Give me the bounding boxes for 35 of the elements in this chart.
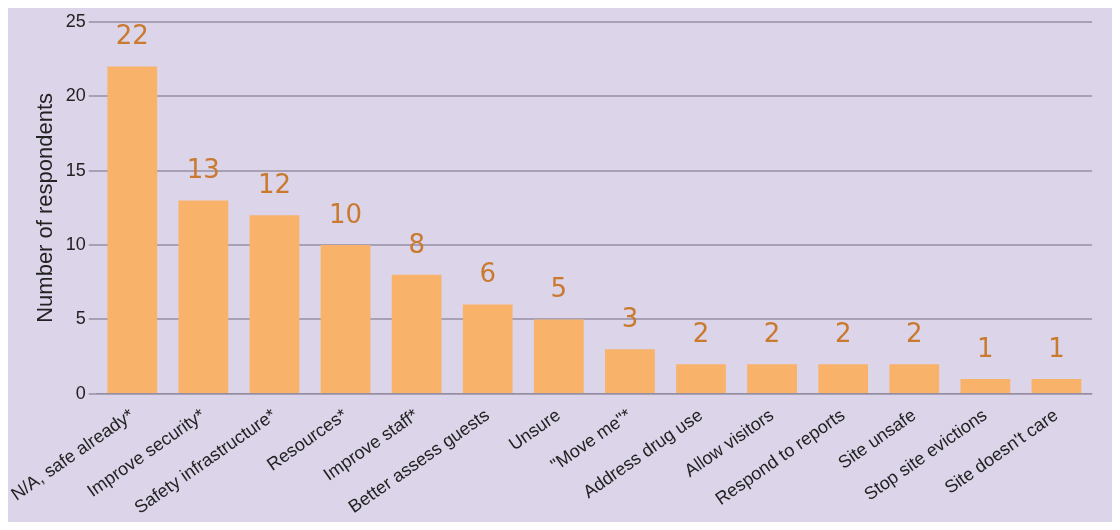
y-tick-label: 25 (65, 10, 86, 31)
bar (320, 245, 371, 393)
data-label: 3 (621, 303, 639, 333)
data-label: 2 (906, 317, 923, 348)
bar (391, 274, 442, 393)
y-tick-label: 5 (75, 308, 86, 329)
bar (107, 66, 158, 393)
y-axis-title: Number of respondents (31, 92, 57, 323)
bar (178, 200, 229, 393)
y-tick-label: 10 (65, 234, 86, 255)
y-tick-label: 0 (75, 382, 86, 403)
data-label: 6 (479, 258, 497, 289)
data-label: 10 (329, 198, 363, 229)
data-label: 1 (1048, 332, 1065, 363)
data-label: 13 (186, 154, 220, 185)
data-label: 8 (408, 228, 425, 259)
y-tick-label: 20 (65, 85, 86, 106)
bar (533, 319, 584, 393)
bar (818, 364, 869, 393)
data-label: 12 (257, 169, 292, 200)
bar (747, 364, 797, 393)
y-tick-label: 15 (65, 159, 86, 180)
bar (605, 349, 655, 393)
data-label: 2 (763, 317, 781, 348)
data-label: 22 (115, 20, 149, 51)
data-label: 5 (550, 273, 568, 304)
data-label: 2 (692, 317, 710, 348)
bar (889, 364, 940, 393)
bar (676, 364, 726, 393)
bar (462, 304, 513, 393)
data-label: 2 (834, 317, 852, 348)
data-label: 1 (977, 332, 994, 363)
bar (1031, 379, 1082, 393)
bar (249, 215, 300, 393)
bar (960, 379, 1011, 393)
